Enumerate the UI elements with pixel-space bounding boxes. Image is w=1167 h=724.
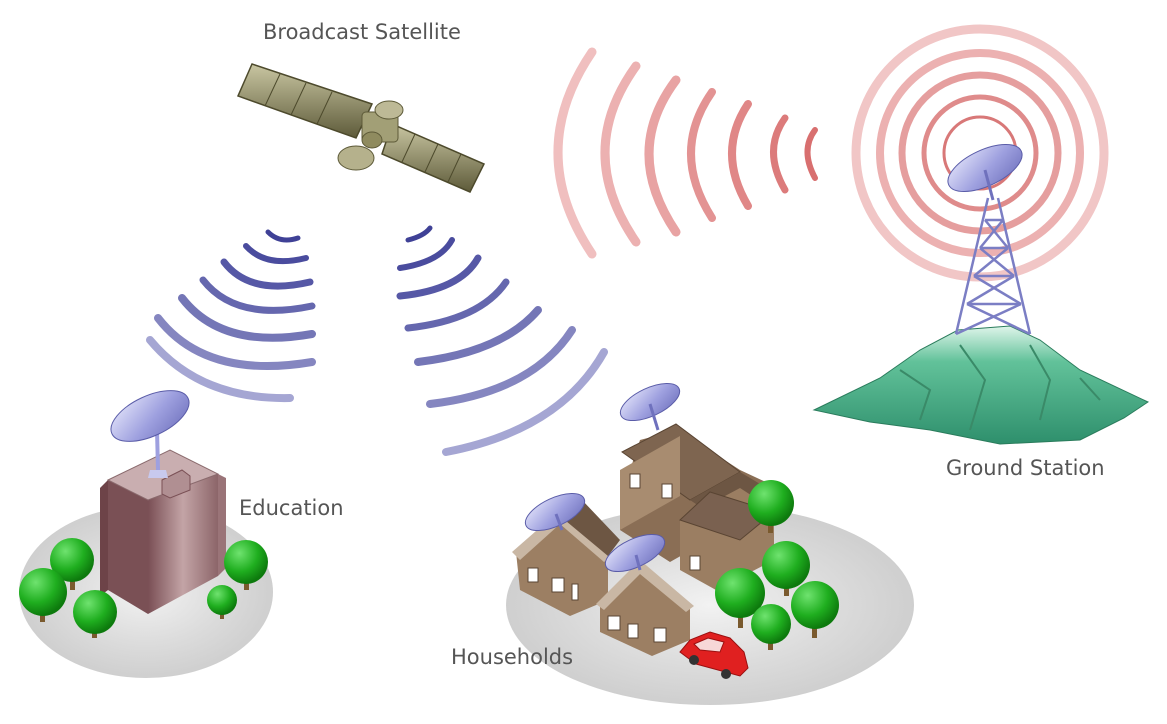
households-houses — [512, 423, 776, 656]
education-dish-icon — [110, 390, 190, 478]
households-trees — [715, 480, 839, 650]
ground-station-dish-icon — [947, 144, 1023, 201]
ground-station-label: Ground Station — [946, 456, 1105, 480]
households-label: Households — [451, 645, 574, 669]
car-icon — [679, 631, 749, 679]
broadcast-satellite-icon — [236, 63, 486, 193]
downlink-waves-left — [146, 229, 316, 403]
broadcast-satellite-label: Broadcast Satellite — [263, 20, 461, 44]
education-label: Education — [239, 496, 344, 520]
ground-station-tower — [954, 197, 1032, 336]
downlink-waves-right — [396, 225, 608, 456]
uplink-waves — [553, 47, 818, 259]
ground-station-mountain — [812, 325, 1150, 445]
households-dish-icons — [524, 382, 681, 573]
education-trees — [19, 538, 268, 638]
